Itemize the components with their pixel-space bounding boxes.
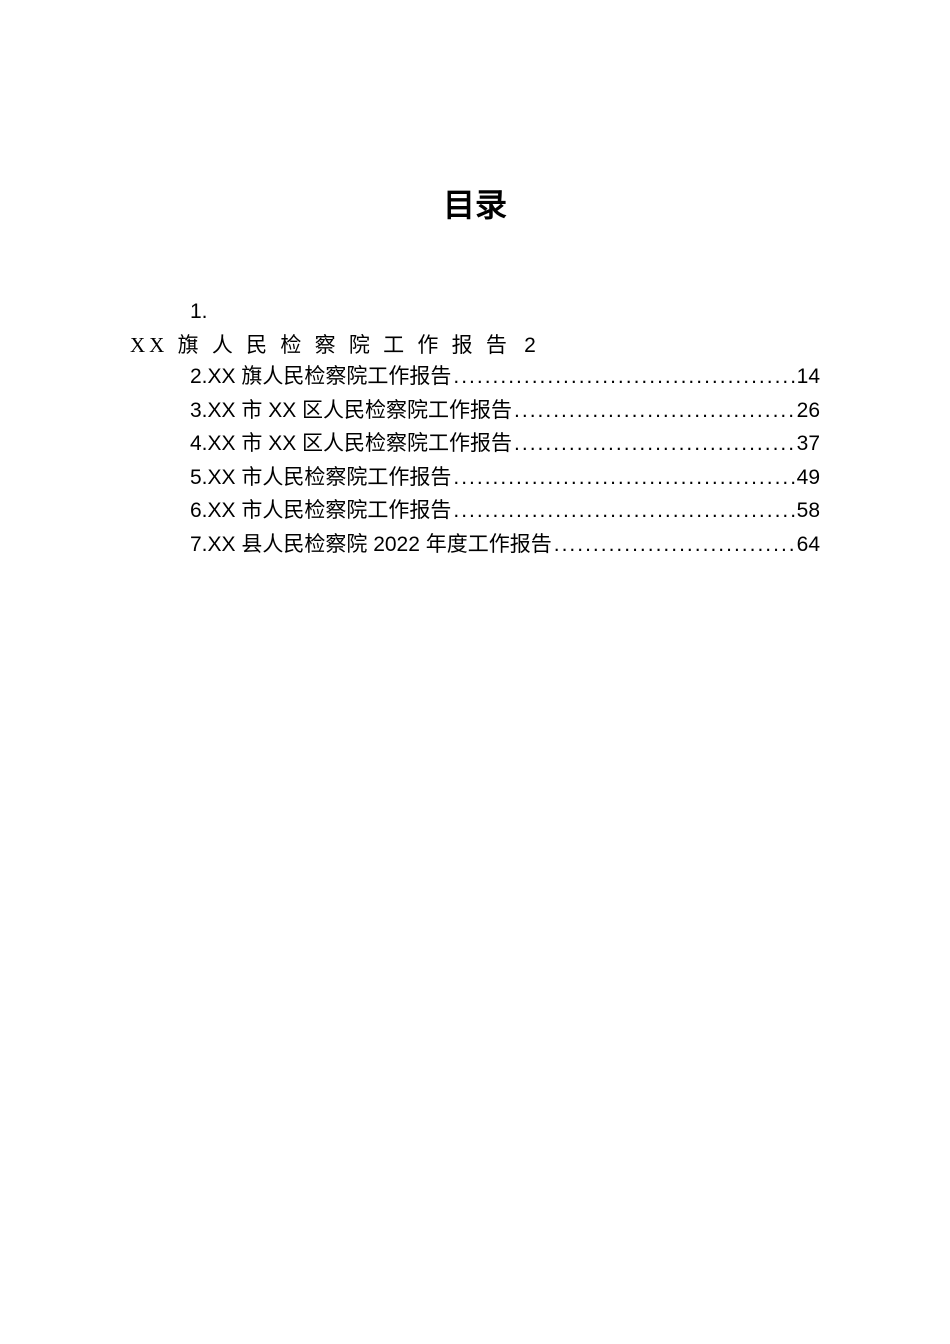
toc-entry-label: 6.XX 市人民检察院工作报告 [190, 495, 451, 527]
toc-entry: 3.XX 市 XX 区人民检察院工作报告 ...................… [130, 395, 820, 427]
toc-entry: 7.XX 县人民检察院 2022 年度工作报告 ................… [130, 529, 820, 561]
toc-dots: ........................................… [451, 462, 796, 494]
toc-entry-page: 49 [797, 462, 820, 494]
toc-entry-label: 2.XX 旗人民检察院工作报告 [190, 361, 451, 393]
toc-entry-label: 7.XX 县人民检察院 2022 年度工作报告 [190, 529, 552, 561]
toc-dots: ........................................… [451, 361, 796, 393]
toc-first-page: 2 [524, 334, 536, 357]
toc-entry-label: 4.XX 市 XX 区人民检察院工作报告 [190, 428, 512, 460]
toc-entry: 2.XX 旗人民检察院工作报告 ........................… [130, 361, 820, 393]
toc-entry-page: 58 [797, 495, 820, 527]
toc-entry: 4.XX 市 XX 区人民检察院工作报告 ...................… [130, 428, 820, 460]
toc-dots: ........................................… [512, 395, 797, 427]
table-of-contents: 1. XX 旗 人 民 检 察 院 工 作 报 告 2 2.XX 旗人民检察院工… [130, 296, 820, 560]
toc-first-item: XX 旗 人 民 检 察 院 工 作 报 告 2 [130, 330, 820, 362]
toc-entry-page: 64 [797, 529, 820, 561]
toc-entry: 5.XX 市人民检察院工作报告 ........................… [130, 462, 820, 494]
toc-entry-label: 3.XX 市 XX 区人民检察院工作报告 [190, 395, 512, 427]
toc-entry: 6.XX 市人民检察院工作报告 ........................… [130, 495, 820, 527]
toc-entry-label: 5.XX 市人民检察院工作报告 [190, 462, 451, 494]
toc-dots: ........................................… [512, 428, 797, 460]
toc-entry-page: 26 [797, 395, 820, 427]
toc-first-title: XX 旗 人 民 检 察 院 工 作 报 告 [130, 333, 511, 357]
toc-entry-page: 14 [797, 361, 820, 393]
toc-first-number: 1. [130, 296, 820, 328]
toc-dots: ........................................… [552, 529, 797, 561]
toc-dots: ........................................… [451, 495, 796, 527]
page-title: 目录 [130, 180, 820, 226]
toc-entry-page: 37 [797, 428, 820, 460]
